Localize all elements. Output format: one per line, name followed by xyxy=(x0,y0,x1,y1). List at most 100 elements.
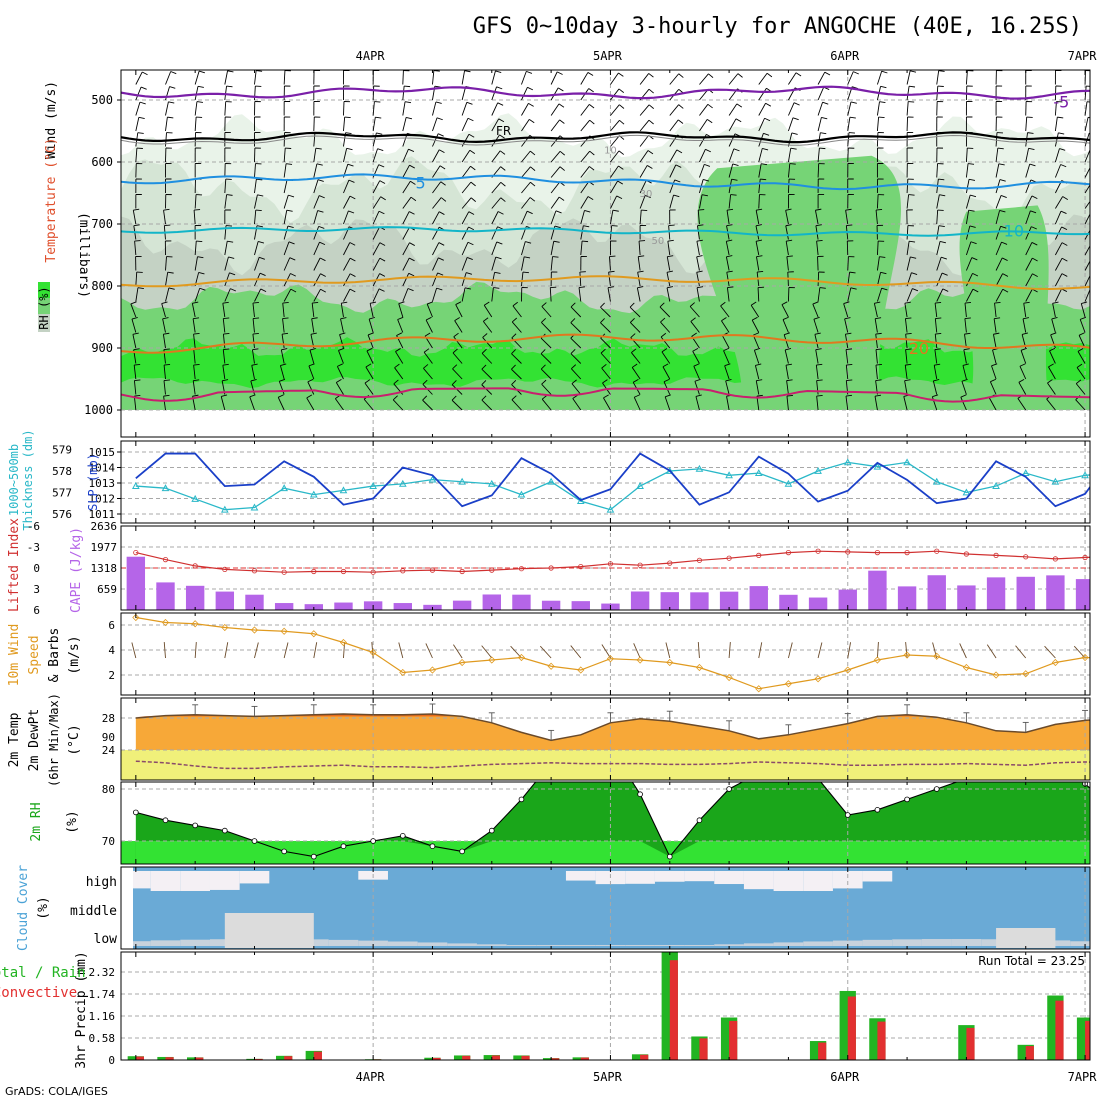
wind-barb-flag xyxy=(192,394,199,397)
wind-barb-flag xyxy=(934,348,941,351)
wind-barb xyxy=(758,148,763,163)
wind-barb-flag xyxy=(617,180,624,185)
upper-label-rh: RH (%) xyxy=(37,286,51,329)
wind-barb xyxy=(815,210,819,225)
cloud-low-gap xyxy=(476,944,507,946)
wind-barb xyxy=(1023,303,1027,318)
wind-barb-flag xyxy=(875,364,882,366)
wind-barb xyxy=(491,272,496,287)
isotherm-25 xyxy=(121,387,1090,403)
wind-barb-flag xyxy=(133,208,140,211)
wind-barb-flag xyxy=(1027,132,1034,134)
wind-barb xyxy=(729,58,738,69)
wind-barb xyxy=(696,241,700,256)
wind-barb xyxy=(225,56,229,69)
temp-below-24-fill xyxy=(121,750,1090,780)
wind-barb xyxy=(222,365,226,380)
precip-convective-bar xyxy=(877,1021,886,1060)
wind-barb xyxy=(787,148,792,163)
wind-barb-flag xyxy=(908,194,915,196)
wind-barb-flag xyxy=(250,378,257,382)
wind-barb xyxy=(402,101,406,116)
wind-barb xyxy=(491,226,498,240)
wind-barb-flag xyxy=(726,208,734,211)
cape-bar xyxy=(749,586,768,610)
wind-barb xyxy=(580,225,584,240)
wind-barb xyxy=(580,241,583,256)
wind-barb-flag xyxy=(1091,165,1096,168)
wind-barb xyxy=(666,256,671,271)
li-point xyxy=(222,566,228,573)
wind-barb-flag xyxy=(812,301,819,305)
wind-barb-flag xyxy=(876,209,883,211)
wind-barb-flag xyxy=(259,256,265,260)
wind-barb xyxy=(580,166,590,178)
thickness-point xyxy=(576,497,585,504)
wind-barb-flag xyxy=(374,101,381,103)
cloud-low-gap xyxy=(743,943,774,946)
wind-speed-point xyxy=(725,673,733,682)
wind-barb xyxy=(996,55,997,69)
wind-barb-10m xyxy=(539,645,552,659)
upper-ylabel-millibars: (millibars) xyxy=(76,212,91,298)
wind-barb xyxy=(699,164,705,178)
wind-barb xyxy=(335,382,344,395)
precip-convective-bar xyxy=(165,1057,174,1060)
cape-tick-label: 659 xyxy=(97,583,117,596)
wind-barb-flag xyxy=(905,333,912,335)
wind-barb xyxy=(254,163,256,178)
wind-barb xyxy=(906,70,911,85)
wind-barb xyxy=(631,367,641,380)
wind-barb-10m xyxy=(425,643,433,659)
wind-barb xyxy=(224,86,227,101)
wind-barb-flag xyxy=(765,102,772,107)
wind-barb xyxy=(755,380,760,395)
wind-barb xyxy=(282,318,285,333)
wind-barb-flag xyxy=(646,165,653,169)
wind-barb xyxy=(782,319,789,333)
wind-barb-flag xyxy=(410,196,417,202)
wind-barb-flag xyxy=(853,71,859,75)
wind-barb-flag xyxy=(281,348,288,351)
wind-barb xyxy=(368,318,374,333)
wind-barb xyxy=(1080,303,1086,318)
wind-barb xyxy=(461,242,469,256)
wind-barb xyxy=(904,365,908,380)
wind-barb xyxy=(932,380,938,395)
wind-barb xyxy=(1048,366,1056,380)
wind-barb xyxy=(282,303,285,318)
wind-barb xyxy=(759,58,768,69)
wind-barb-flag xyxy=(525,241,532,244)
wind-barb-flag xyxy=(288,194,295,198)
cloud-high-gap xyxy=(150,871,181,891)
day-label-top: 6APR xyxy=(830,49,860,63)
wind-barb xyxy=(343,273,351,287)
wind-barb xyxy=(580,119,591,132)
wind-speed-point xyxy=(1081,653,1089,662)
wind-barb-flag xyxy=(843,301,850,305)
wind-barb xyxy=(1084,274,1090,287)
precip-convective-bar xyxy=(699,1038,708,1060)
wind-barb xyxy=(432,117,438,132)
li-point xyxy=(934,548,940,554)
slp-label-thickness: Thickness (dm) xyxy=(21,429,35,530)
cape-bar xyxy=(986,577,1006,610)
wind-barb xyxy=(165,272,169,287)
wind-barb xyxy=(669,149,678,163)
wind-barb xyxy=(1025,210,1031,225)
wind-speed-point xyxy=(517,653,526,662)
wind-barb xyxy=(491,86,497,101)
wind-barb-flag xyxy=(813,316,820,320)
wind-barb-flag xyxy=(349,288,356,293)
wind-barb-flag xyxy=(666,286,674,289)
wind-barb xyxy=(521,241,526,256)
precip-convective-bar xyxy=(1085,1020,1090,1060)
wind-barb-flag xyxy=(883,56,889,58)
wind-barb xyxy=(1049,350,1056,364)
wind-barb xyxy=(481,353,493,364)
wind-barb-flag xyxy=(530,150,536,156)
wind-barb xyxy=(224,272,230,287)
wind-barb-flag xyxy=(939,240,947,244)
cape-bar xyxy=(719,591,739,610)
